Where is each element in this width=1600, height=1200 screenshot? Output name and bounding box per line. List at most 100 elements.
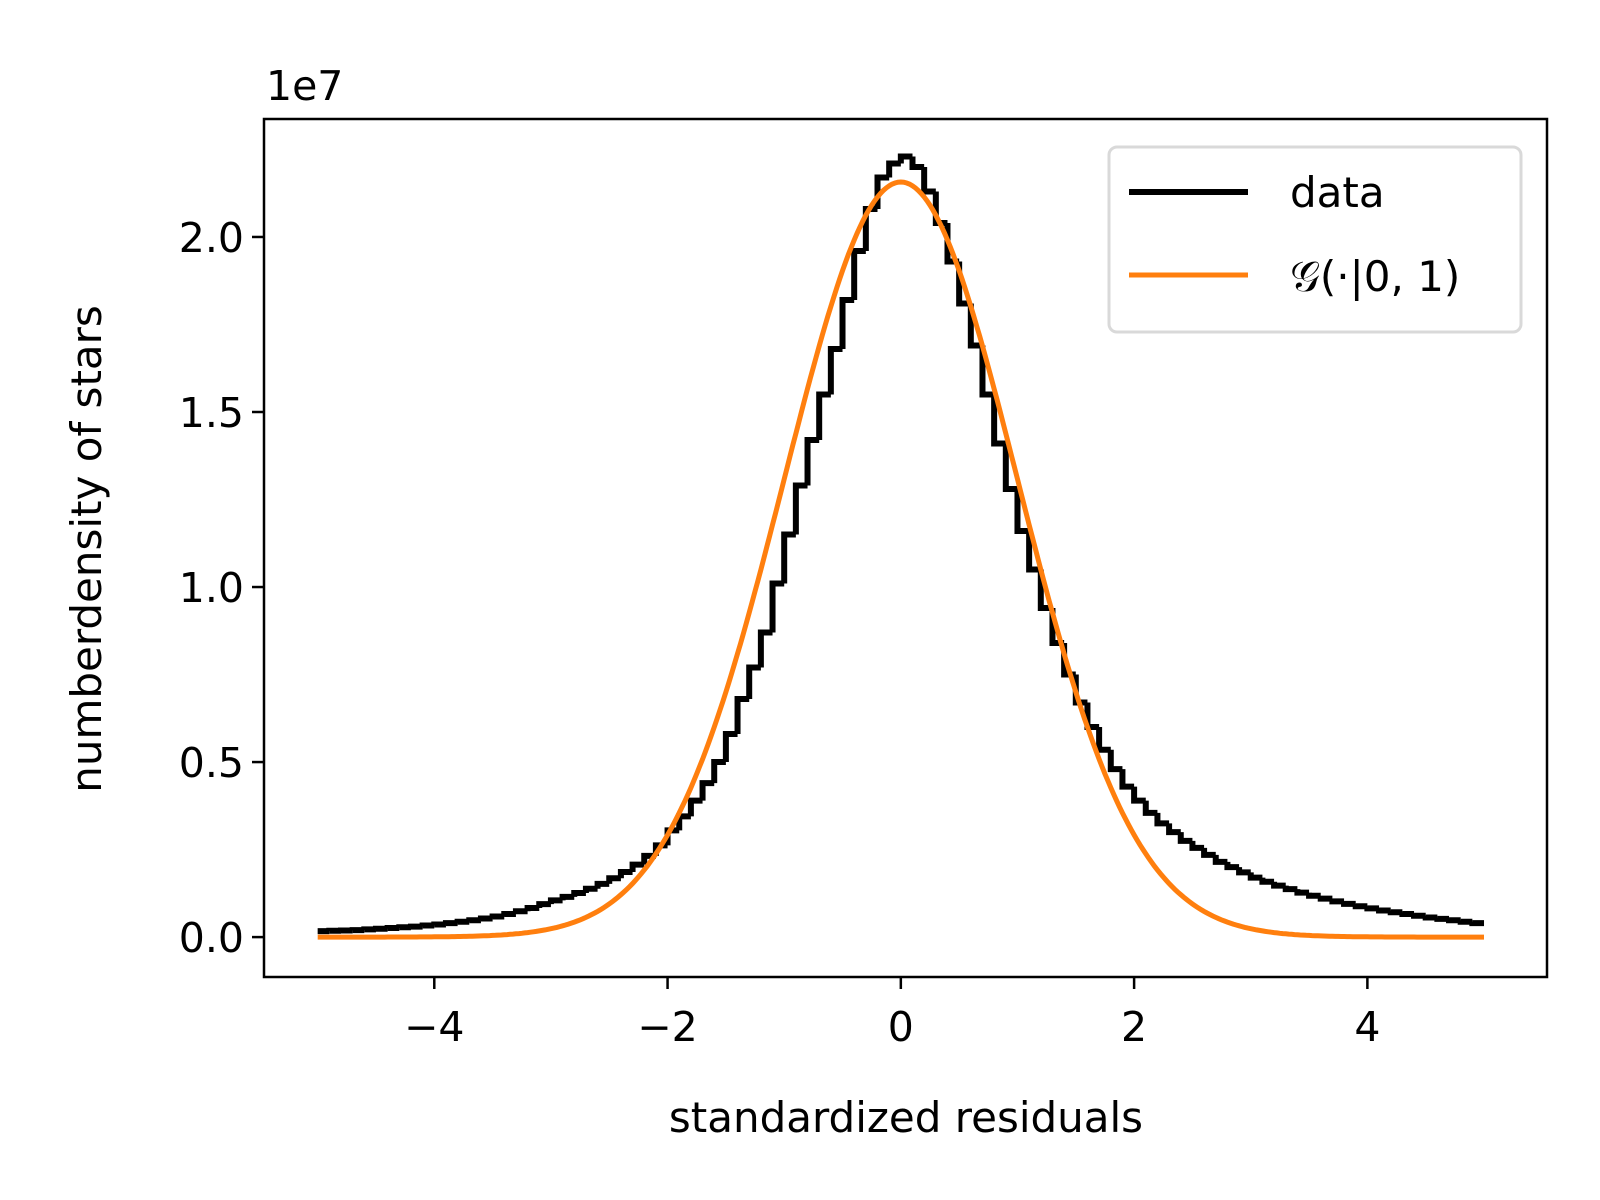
histogram-bin [1107, 749, 1123, 773]
histogram-bin [979, 345, 995, 398]
histogram-bin [734, 696, 750, 735]
histogram-bin [1247, 872, 1263, 881]
histogram-bin [1002, 443, 1018, 493]
histogram-bin [501, 910, 516, 917]
histogram-bin [559, 893, 575, 901]
histogram-bin [419, 922, 435, 929]
histogram-bin [932, 191, 948, 226]
histogram-bin [757, 629, 773, 668]
histogram-bin [1341, 900, 1356, 907]
histogram-bin [454, 918, 470, 925]
histogram-bin [582, 885, 598, 893]
histogram-bin [1166, 823, 1181, 836]
histogram-bin [676, 813, 691, 831]
histogram-bin [1212, 854, 1228, 865]
histogram-bin [1364, 905, 1380, 912]
histogram-bin [1142, 800, 1158, 816]
x-tick-label: 2 [1121, 1003, 1147, 1051]
x-axis-label: standardized residuals [669, 1093, 1143, 1142]
y-tick-label: 1.0 [179, 564, 244, 612]
histogram-bin [606, 875, 621, 884]
histogram-bin [1282, 885, 1298, 893]
y-tick-label: 0.5 [179, 739, 244, 787]
histogram-bin [967, 303, 983, 349]
y-tick-label: 2.0 [179, 214, 244, 262]
histogram-bin [909, 156, 925, 170]
x-tick-label: 0 [888, 1003, 914, 1051]
histogram-bin [1084, 702, 1100, 731]
histogram-bin [1434, 915, 1450, 922]
histogram-bin [1096, 727, 1111, 753]
histogram-bin [547, 897, 563, 905]
histogram-bin [407, 923, 423, 930]
histogram-bin [769, 580, 785, 633]
histogram-bin [804, 437, 820, 486]
histogram-bin [1154, 812, 1170, 827]
histogram-bin [722, 731, 738, 763]
legend-label-data: data [1290, 168, 1385, 217]
histogram-bin [897, 153, 913, 164]
histogram-bin [991, 394, 1006, 447]
y-axis-label: numberdensity of stars [62, 305, 111, 793]
histogram-bin [372, 925, 388, 932]
histogram-bin [1387, 909, 1403, 916]
histogram-bin [746, 664, 761, 700]
histogram-bin [594, 880, 610, 889]
histogram-bin [921, 166, 936, 195]
histogram-bin [1329, 898, 1345, 905]
histogram-bin [816, 391, 831, 441]
histogram-bin [489, 913, 505, 920]
histogram-bin [1014, 489, 1030, 535]
y-offset-label: 1e7 [266, 62, 343, 110]
histogram-bin [1119, 769, 1135, 790]
histogram-bin [512, 908, 528, 915]
histogram-bin [1306, 892, 1321, 899]
histogram-bin [1376, 907, 1391, 914]
histogram-bin [361, 926, 376, 933]
histogram-bin [1224, 861, 1240, 871]
histogram-bin [1422, 914, 1438, 921]
histogram-bin [1457, 918, 1473, 925]
histogram-bin [1189, 840, 1205, 851]
histogram-bin [1446, 917, 1461, 924]
histogram-bin [1411, 912, 1426, 919]
histogram-bin [629, 861, 645, 872]
histogram-bin [1317, 895, 1333, 902]
histogram-bin [477, 915, 493, 922]
histogram-bin [442, 920, 458, 927]
histogram-bin [792, 482, 808, 535]
histogram-bin [1037, 569, 1053, 612]
histogram-bin [431, 921, 446, 928]
histogram-bin [862, 205, 878, 251]
histogram-bin [781, 531, 796, 584]
legend-label-gaussian: 𝒢(·|0, 1) [1290, 252, 1460, 301]
histogram-bin [711, 759, 726, 784]
histogram-bin [886, 160, 901, 178]
histogram-bin [1271, 881, 1286, 889]
histogram-bin [1352, 903, 1368, 910]
gaussian-curve [317, 179, 1484, 940]
axis-ticks: −4 −2 0 2 4 0.0 0.5 1.0 1.5 2.0 [179, 214, 1381, 1051]
histogram-bin [617, 868, 633, 879]
histogram-bin [396, 924, 411, 931]
histogram-bin [384, 924, 400, 931]
y-tick-label: 1.5 [179, 389, 244, 437]
histogram-bin [571, 889, 586, 897]
histogram-bin [1259, 877, 1275, 885]
x-tick-label: 4 [1354, 1003, 1380, 1051]
histogram-bin [1294, 889, 1310, 896]
legend: data 𝒢(·|0, 1) [1107, 145, 1523, 334]
histogram-bin [466, 917, 481, 924]
histogram-bin [699, 780, 715, 801]
x-tick-label: −2 [637, 1003, 697, 1051]
histogram-bin [1399, 910, 1415, 917]
histogram-bin [851, 247, 866, 300]
histogram-bin [1177, 832, 1193, 844]
axes-frame [262, 117, 1549, 979]
histogram-bin [687, 797, 703, 817]
histogram-bin [1469, 920, 1485, 927]
x-tick-label: −4 [404, 1003, 464, 1051]
histogram-bin [1026, 531, 1041, 573]
histogram-bin [827, 345, 843, 395]
